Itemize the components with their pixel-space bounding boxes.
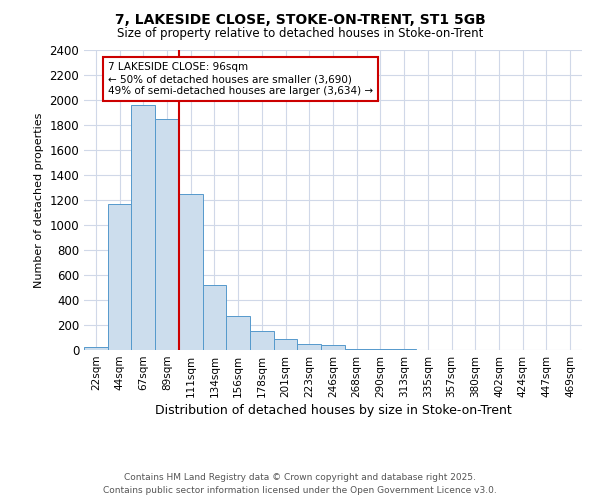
Bar	[155, 118, 179, 350]
X-axis label: Distribution of detached houses by size in Stoke-on-Trent: Distribution of detached houses by size …	[155, 404, 511, 417]
Bar	[226, 316, 250, 350]
Bar	[179, 194, 203, 350]
Text: Size of property relative to detached houses in Stoke-on-Trent: Size of property relative to detached ho…	[117, 28, 483, 40]
Bar	[250, 330, 274, 350]
Text: 7, LAKESIDE CLOSE, STOKE-ON-TRENT, ST1 5GB: 7, LAKESIDE CLOSE, STOKE-ON-TRENT, ST1 5…	[115, 12, 485, 26]
Text: 7 LAKESIDE CLOSE: 96sqm
← 50% of detached houses are smaller (3,690)
49% of semi: 7 LAKESIDE CLOSE: 96sqm ← 50% of detache…	[108, 62, 373, 96]
Bar	[84, 346, 108, 350]
Y-axis label: Number of detached properties: Number of detached properties	[34, 112, 44, 288]
Bar	[131, 105, 155, 350]
Bar	[298, 344, 321, 350]
Bar	[203, 285, 226, 350]
Bar	[321, 346, 345, 350]
Bar	[274, 340, 298, 350]
Bar	[368, 349, 392, 350]
Text: Contains HM Land Registry data © Crown copyright and database right 2025.
Contai: Contains HM Land Registry data © Crown c…	[103, 474, 497, 495]
Bar	[108, 204, 131, 350]
